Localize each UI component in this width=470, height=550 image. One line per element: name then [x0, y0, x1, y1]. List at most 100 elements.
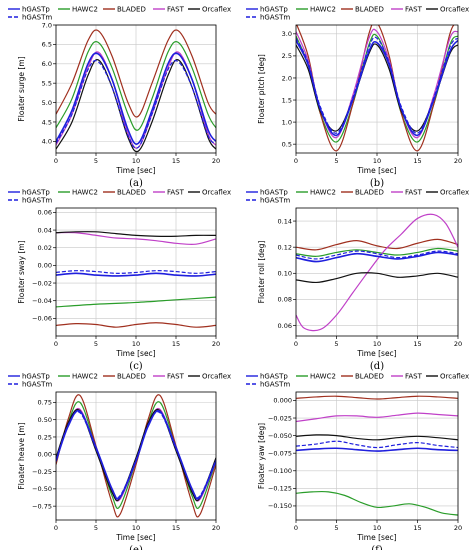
legend-label-orcaflex-0: Orcaflex	[202, 6, 231, 14]
legend-label-hgastp-1: hGASTp	[260, 6, 288, 14]
tick-label-x-2-3: 15	[172, 340, 180, 348]
y-axis-label-0: Floater surge [m]	[17, 56, 26, 121]
legend-label-hgastm-1: hGASTm	[260, 14, 290, 22]
series-line-hgastp-2	[56, 272, 216, 277]
tick-label-x-1-0: 0	[294, 157, 298, 165]
tick-label-y-5-1: −0.125	[268, 485, 292, 493]
y-axis-label-5: Floater yaw [deg]	[257, 423, 266, 489]
legend-label-fast-1: FAST	[405, 6, 423, 14]
tick-label-y-4-5: 0.50	[38, 416, 52, 424]
legend-label-hgastm-0: hGASTm	[22, 14, 52, 22]
series-line-bladed-0	[56, 29, 216, 118]
tick-label-y-1-3: 2.0	[282, 74, 292, 82]
legend-label-fast-0: FAST	[167, 6, 185, 14]
legend-label-hawc2-2: HAWC2	[72, 189, 98, 197]
legend-label-orcaflex-4: Orcaflex	[202, 373, 231, 381]
tick-label-x-2-1: 5	[94, 340, 98, 348]
series-line-hawc2-3	[296, 247, 458, 257]
series-line-orcaflex-3	[296, 272, 458, 284]
tick-label-y-1-2: 1.5	[282, 96, 292, 104]
tick-label-x-3-0: 0	[294, 340, 298, 348]
series-line-hgastp-5	[296, 447, 458, 452]
legend-label-hgastm-4: hGASTm	[22, 381, 52, 389]
legend-label-hgastm-3: hGASTm	[260, 197, 290, 205]
panel-0: hGASTp HAWC2 BLADED FAST Orcaflex hGASTm 0 5 10 1…	[8, 6, 231, 189]
panel-3: hGASTp HAWC2 BLADED FAST Orcaflex hGASTm 0 5 10 1…	[246, 189, 469, 372]
tick-label-y-3-4: 0.14	[278, 217, 292, 225]
series-line-fast-2	[56, 231, 216, 246]
legend-label-hawc2-1: HAWC2	[310, 6, 336, 14]
legend-label-fast-5: FAST	[405, 373, 423, 381]
tick-label-y-4-6: 0.75	[38, 399, 52, 407]
y-axis-label-1: Floater pitch [deg]	[257, 54, 266, 124]
series-line-hgastm-1	[296, 36, 458, 134]
tick-label-y-5-2: −0.100	[268, 467, 292, 475]
tick-label-y-0-6: 7.0	[42, 21, 52, 29]
tick-label-x-5-1: 5	[334, 524, 338, 532]
panel-letter-3: (d)	[370, 361, 384, 372]
tick-label-y-1-4: 2.5	[282, 52, 292, 60]
y-axis-label-2: Floater sway [m]	[17, 240, 26, 303]
tick-label-y-4-2: −0.25	[32, 468, 52, 476]
tick-label-y-1-0: 0.5	[282, 140, 292, 148]
tick-label-x-5-2: 10	[373, 524, 381, 532]
legend-label-hawc2-3: HAWC2	[310, 189, 336, 197]
legend-label-hgastp-4: hGASTp	[22, 373, 50, 381]
tick-label-x-4-3: 15	[172, 524, 180, 532]
tick-label-x-1-2: 10	[373, 157, 381, 165]
tick-label-y-0-4: 6.0	[42, 60, 52, 68]
series-line-fast-3	[296, 213, 458, 332]
tick-label-y-3-1: 0.08	[278, 296, 292, 304]
series-line-hawc2-5	[296, 490, 458, 516]
y-axis-label-3: Floater roll [deg]	[257, 241, 266, 304]
legend-label-orcaflex-2: Orcaflex	[202, 189, 231, 197]
legend-label-fast-4: FAST	[167, 373, 185, 381]
series-line-hawc2-2	[56, 296, 216, 308]
legend-label-hawc2-5: HAWC2	[310, 373, 336, 381]
tick-label-y-4-1: −0.50	[32, 485, 52, 493]
y-axis-label-4: Floater heave [m]	[17, 422, 26, 489]
tick-label-y-3-0: 0.06	[278, 322, 292, 330]
tick-label-x-1-3: 15	[413, 157, 421, 165]
legend-label-orcaflex-3: Orcaflex	[440, 189, 469, 197]
tick-label-x-4-0: 0	[54, 524, 58, 532]
x-axis-label-1: Time [sec]	[356, 166, 396, 175]
tick-label-y-0-1: 4.5	[42, 118, 52, 126]
tick-label-x-4-2: 10	[132, 524, 140, 532]
tick-label-y-1-1: 1.0	[282, 118, 292, 126]
tick-label-x-2-0: 0	[54, 340, 58, 348]
series-line-orcaflex-5	[296, 434, 458, 441]
legend-label-hgastp-0: hGASTp	[22, 6, 50, 14]
panel-5: hGASTp HAWC2 BLADED FAST Orcaflex hGASTm 0 5 10 1…	[246, 373, 469, 550]
series-line-bladed-3	[296, 238, 458, 251]
panel-letter-0: (a)	[129, 178, 143, 189]
axes-frame-1	[295, 24, 459, 154]
tick-label-y-0-5: 6.5	[42, 41, 52, 49]
panel-2: hGASTp HAWC2 BLADED FAST Orcaflex hGASTm 0 5 10 1…	[8, 189, 231, 372]
series-line-bladed-2	[56, 322, 216, 328]
axes-frame-4	[55, 391, 217, 521]
panel-letter-4: (e)	[129, 545, 143, 550]
tick-label-x-0-1: 5	[94, 157, 98, 165]
tick-label-x-5-3: 15	[413, 524, 421, 532]
tick-label-y-0-0: 4.0	[42, 138, 52, 146]
axes-frame-0	[55, 24, 217, 154]
panel-letter-1: (b)	[370, 178, 384, 189]
legend-label-orcaflex-1: Orcaflex	[440, 6, 469, 14]
tick-label-x-3-3: 15	[413, 340, 421, 348]
series-line-bladed-5	[296, 395, 458, 400]
tick-label-y-4-0: −0.75	[32, 502, 52, 510]
legend-label-fast-2: FAST	[167, 189, 185, 197]
tick-label-y-3-3: 0.12	[278, 243, 292, 251]
series-line-orcaflex-2	[56, 231, 216, 237]
tick-label-y-5-3: −0.075	[268, 449, 292, 457]
tick-label-x-1-4: 20	[454, 157, 462, 165]
tick-label-x-5-0: 0	[294, 524, 298, 532]
tick-label-x-0-3: 15	[172, 157, 180, 165]
legend-label-bladed-5: BLADED	[355, 373, 384, 381]
legend-label-hawc2-4: HAWC2	[72, 373, 98, 381]
tick-label-x-0-0: 0	[54, 157, 58, 165]
tick-label-y-5-0: −0.150	[268, 502, 292, 510]
tick-label-x-2-4: 20	[212, 340, 220, 348]
